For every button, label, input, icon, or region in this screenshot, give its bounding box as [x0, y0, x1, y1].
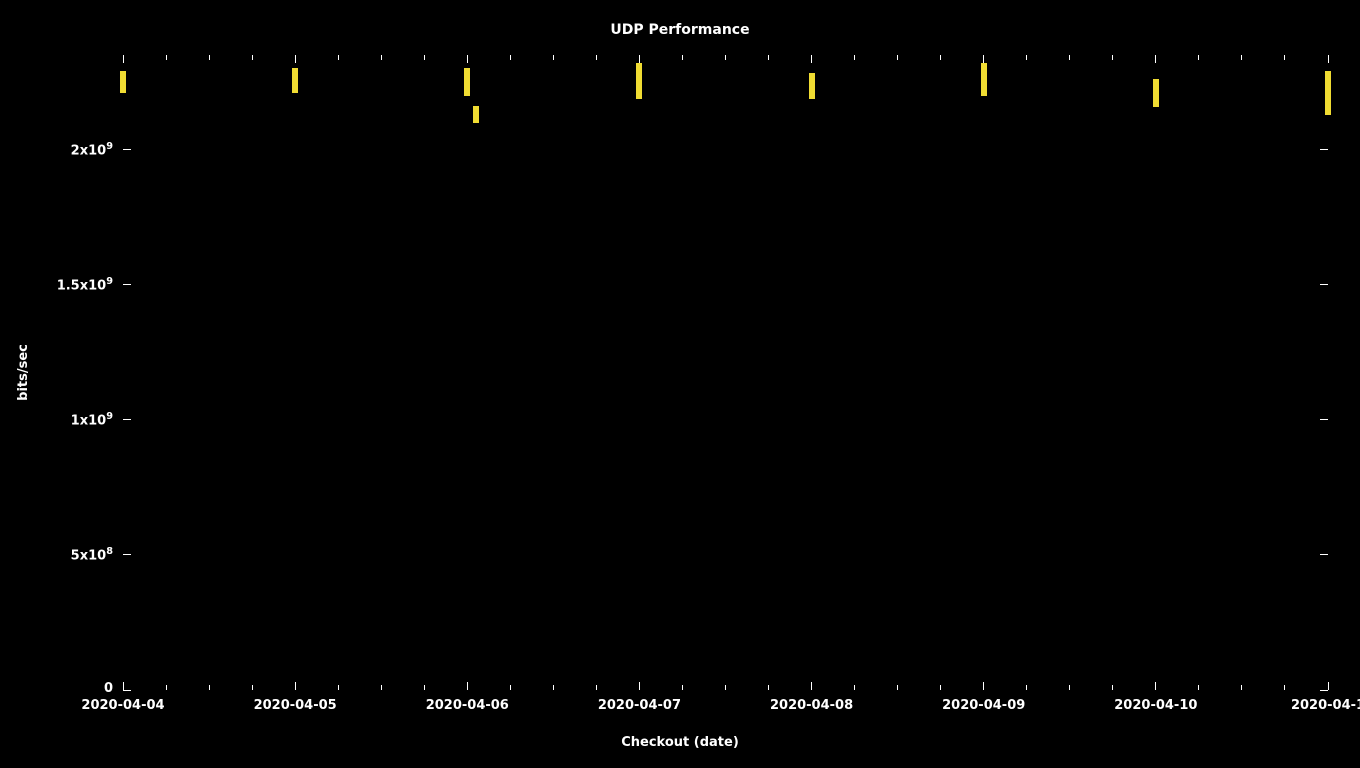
- x-tick-label: 2020-04-08: [770, 698, 853, 713]
- y-tick-label: 5x108: [71, 546, 113, 563]
- x-minor-tick-mark: [897, 55, 898, 60]
- x-minor-tick-mark: [1284, 55, 1285, 60]
- x-minor-tick-mark: [510, 685, 511, 690]
- x-minor-tick-mark: [338, 685, 339, 690]
- x-minor-tick-mark: [338, 55, 339, 60]
- y-tick-label: 2x109: [71, 141, 113, 158]
- x-minor-tick-mark: [209, 55, 210, 60]
- x-minor-tick-mark: [553, 55, 554, 60]
- x-axis-label: Checkout (date): [621, 735, 739, 750]
- x-minor-tick-mark: [424, 685, 425, 690]
- y-tick-mark: [123, 149, 131, 150]
- x-minor-tick-mark: [682, 685, 683, 690]
- y-tick-label: 1.5x109: [57, 276, 113, 293]
- x-minor-tick-mark: [166, 55, 167, 60]
- y-tick-mark: [1320, 554, 1328, 555]
- x-minor-tick-mark: [596, 685, 597, 690]
- x-tick-mark: [295, 55, 296, 63]
- x-tick-mark: [467, 55, 468, 63]
- x-minor-tick-mark: [897, 685, 898, 690]
- x-minor-tick-mark: [1198, 55, 1199, 60]
- data-point: [981, 84, 987, 96]
- data-point: [464, 84, 470, 96]
- x-minor-tick-mark: [940, 55, 941, 60]
- x-minor-tick-mark: [510, 55, 511, 60]
- y-tick-mark: [123, 690, 131, 691]
- y-tick-mark: [123, 554, 131, 555]
- y-tick-mark: [1320, 149, 1328, 150]
- data-point: [473, 111, 479, 123]
- x-tick-mark: [1328, 55, 1329, 63]
- x-tick-mark: [467, 682, 468, 690]
- data-point: [1153, 95, 1159, 107]
- x-tick-mark: [295, 682, 296, 690]
- y-tick-mark: [1320, 284, 1328, 285]
- x-minor-tick-mark: [682, 55, 683, 60]
- x-minor-tick-mark: [725, 55, 726, 60]
- x-minor-tick-mark: [252, 685, 253, 690]
- x-minor-tick-mark: [381, 55, 382, 60]
- x-minor-tick-mark: [596, 55, 597, 60]
- x-tick-label: 2020-04-10: [1114, 698, 1197, 713]
- x-minor-tick-mark: [854, 55, 855, 60]
- x-minor-tick-mark: [940, 685, 941, 690]
- data-point: [809, 87, 815, 99]
- x-tick-mark: [811, 682, 812, 690]
- x-tick-label: 2020-04-1: [1291, 698, 1360, 713]
- x-minor-tick-mark: [1241, 685, 1242, 690]
- x-minor-tick-mark: [1112, 55, 1113, 60]
- x-minor-tick-mark: [1198, 685, 1199, 690]
- y-tick-label: 0: [104, 681, 113, 696]
- x-minor-tick-mark: [768, 685, 769, 690]
- x-minor-tick-mark: [381, 685, 382, 690]
- y-tick-mark: [1320, 419, 1328, 420]
- x-tick-mark: [1328, 682, 1329, 690]
- x-minor-tick-mark: [1026, 685, 1027, 690]
- x-tick-label: 2020-04-04: [81, 698, 164, 713]
- data-point: [636, 87, 642, 99]
- x-tick-mark: [1155, 55, 1156, 63]
- y-tick-label: 1x109: [71, 411, 113, 428]
- data-point: [1325, 103, 1331, 115]
- x-minor-tick-mark: [1026, 55, 1027, 60]
- udp-performance-chart: UDP Performance bits/sec Checkout (date)…: [0, 0, 1360, 768]
- x-minor-tick-mark: [1069, 55, 1070, 60]
- y-tick-mark: [123, 284, 131, 285]
- x-minor-tick-mark: [768, 55, 769, 60]
- x-tick-label: 2020-04-05: [254, 698, 337, 713]
- x-minor-tick-mark: [1069, 685, 1070, 690]
- y-tick-mark: [123, 419, 131, 420]
- x-tick-label: 2020-04-09: [942, 698, 1025, 713]
- x-tick-mark: [123, 682, 124, 690]
- x-tick-mark: [983, 682, 984, 690]
- x-tick-mark: [1155, 682, 1156, 690]
- x-minor-tick-mark: [166, 685, 167, 690]
- x-minor-tick-mark: [553, 685, 554, 690]
- x-tick-mark: [639, 682, 640, 690]
- x-minor-tick-mark: [1284, 685, 1285, 690]
- x-minor-tick-mark: [854, 685, 855, 690]
- y-axis-label: bits/sec: [16, 344, 31, 401]
- x-tick-mark: [811, 55, 812, 63]
- x-minor-tick-mark: [1112, 685, 1113, 690]
- data-point: [120, 81, 126, 93]
- x-tick-label: 2020-04-06: [426, 698, 509, 713]
- x-minor-tick-mark: [424, 55, 425, 60]
- x-tick-label: 2020-04-07: [598, 698, 681, 713]
- chart-title: UDP Performance: [610, 22, 749, 38]
- data-point: [292, 81, 298, 93]
- x-minor-tick-mark: [1241, 55, 1242, 60]
- x-minor-tick-mark: [209, 685, 210, 690]
- x-tick-mark: [123, 55, 124, 63]
- x-minor-tick-mark: [725, 685, 726, 690]
- x-minor-tick-mark: [252, 55, 253, 60]
